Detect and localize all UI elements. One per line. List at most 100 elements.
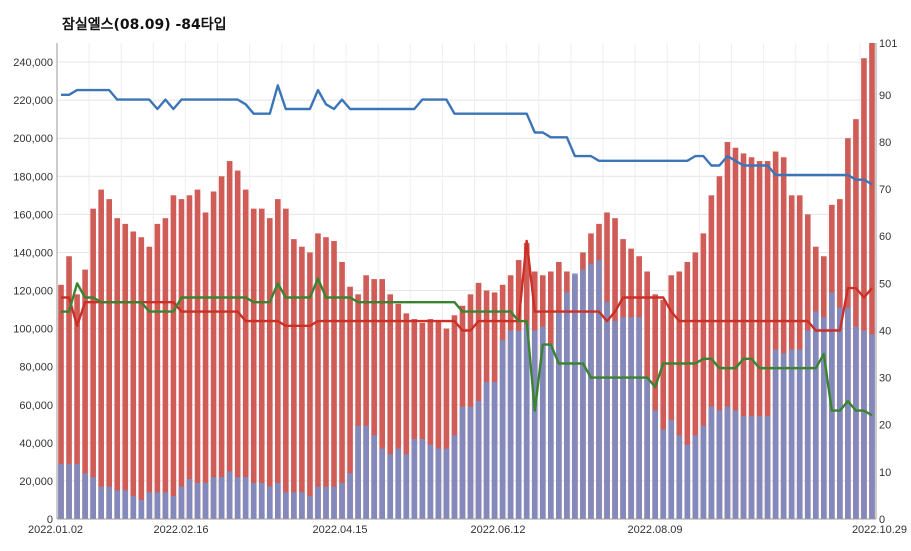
bar-blue xyxy=(812,311,819,519)
y-right-tick-label: 10 xyxy=(879,467,891,479)
bar-red xyxy=(772,151,779,519)
bar-red xyxy=(170,195,177,519)
bar-red xyxy=(323,237,329,519)
y-left-tick-label: 200,000 xyxy=(13,133,53,145)
y-left-tick-label: 140,000 xyxy=(13,247,53,259)
bar-red xyxy=(724,142,731,519)
bar-blue xyxy=(323,486,329,519)
bar-blue xyxy=(716,410,723,519)
bar-blue xyxy=(435,448,442,519)
bar-red xyxy=(861,58,867,520)
bar-red xyxy=(146,246,153,519)
bar-red xyxy=(130,231,137,519)
bar-blue xyxy=(660,429,667,519)
bar-red xyxy=(307,252,313,519)
bar-blue xyxy=(612,320,618,519)
bar-red xyxy=(186,195,193,519)
y-left-tick-label: 180,000 xyxy=(13,171,53,183)
line-red xyxy=(61,239,873,332)
y-right-tick-label: 90 xyxy=(879,90,891,102)
bar-blue xyxy=(363,425,369,519)
bar-blue xyxy=(283,492,289,519)
y-right-tick-label: 0 xyxy=(879,514,885,526)
bar-red xyxy=(218,176,225,519)
bar-blue xyxy=(395,448,402,519)
bar-blue xyxy=(154,492,161,519)
bar-blue xyxy=(531,330,538,519)
bar-blue xyxy=(242,477,249,519)
bar-blue xyxy=(556,311,562,519)
x-tick-label: 2022.10.29 xyxy=(852,524,907,536)
y-left-tick-label: 240,000 xyxy=(13,57,53,69)
y-right-tick-label: 80 xyxy=(879,137,891,149)
bar-blue xyxy=(764,416,771,519)
x-tick-label: 2022.02.16 xyxy=(153,524,208,536)
bar-red xyxy=(210,191,217,519)
bar-blue xyxy=(130,496,137,519)
bar-red xyxy=(106,199,113,520)
bar-blue xyxy=(780,353,787,519)
bar-blue xyxy=(411,439,418,519)
bar-series xyxy=(58,43,875,520)
bar-red xyxy=(266,218,273,519)
bar-blue xyxy=(676,435,683,519)
bar-red xyxy=(700,233,707,519)
bar-blue xyxy=(122,490,129,519)
bar-blue xyxy=(226,471,233,519)
bar-blue xyxy=(564,292,570,519)
chart-title: 잠실엘스(08.09) -84타입 xyxy=(62,17,227,33)
bar-red xyxy=(58,284,64,519)
bar-blue xyxy=(475,400,482,519)
bar-blue xyxy=(636,317,642,519)
bar-blue xyxy=(114,490,121,519)
bar-blue xyxy=(644,378,650,519)
bar-blue xyxy=(588,263,594,519)
y-left-tick-label: 0 xyxy=(47,514,53,526)
bar-red xyxy=(716,176,723,519)
bar-blue xyxy=(355,425,361,519)
bar-red xyxy=(114,218,121,519)
line-green xyxy=(61,277,873,417)
bar-red xyxy=(242,189,249,519)
bar-red xyxy=(732,147,739,519)
y-left-tick-label: 160,000 xyxy=(13,209,53,221)
bar-red xyxy=(371,279,377,519)
bar-blue xyxy=(194,482,201,519)
bar-blue xyxy=(499,340,506,519)
bar-blue xyxy=(820,317,827,519)
bar-blue xyxy=(837,307,843,519)
bar-red xyxy=(291,239,297,519)
bar-red xyxy=(435,320,442,519)
bar-blue xyxy=(58,463,64,519)
bar-red xyxy=(283,208,289,519)
bar-red xyxy=(668,275,675,519)
y-right-tick-label: 50 xyxy=(879,278,891,290)
bar-blue xyxy=(98,486,104,519)
bar-blue xyxy=(772,349,779,519)
bar-blue xyxy=(700,425,707,519)
bar-blue xyxy=(740,416,747,519)
bar-blue xyxy=(371,435,377,519)
y-left-tick-label: 220,000 xyxy=(13,95,53,107)
bar-red xyxy=(66,256,72,519)
bar-blue xyxy=(756,416,763,519)
bar-red xyxy=(162,218,169,519)
bar-blue xyxy=(178,486,185,519)
x-tick-label: 2022.08.09 xyxy=(627,524,682,536)
bar-red xyxy=(708,195,715,519)
y-right-tick-label: 101 xyxy=(879,38,897,50)
bar-blue xyxy=(419,439,426,519)
y-left-tick-label: 120,000 xyxy=(13,286,53,298)
line-series xyxy=(61,84,873,417)
bar-blue xyxy=(387,454,394,519)
bar-red xyxy=(299,246,305,519)
bar-red xyxy=(250,208,257,519)
bar-red xyxy=(138,237,145,519)
bar-blue xyxy=(66,463,72,519)
bar-blue xyxy=(845,307,851,519)
bar-red xyxy=(202,212,209,519)
bar-red xyxy=(258,208,265,519)
y-left-tick-label: 20,000 xyxy=(19,476,53,488)
bar-red xyxy=(178,199,185,520)
